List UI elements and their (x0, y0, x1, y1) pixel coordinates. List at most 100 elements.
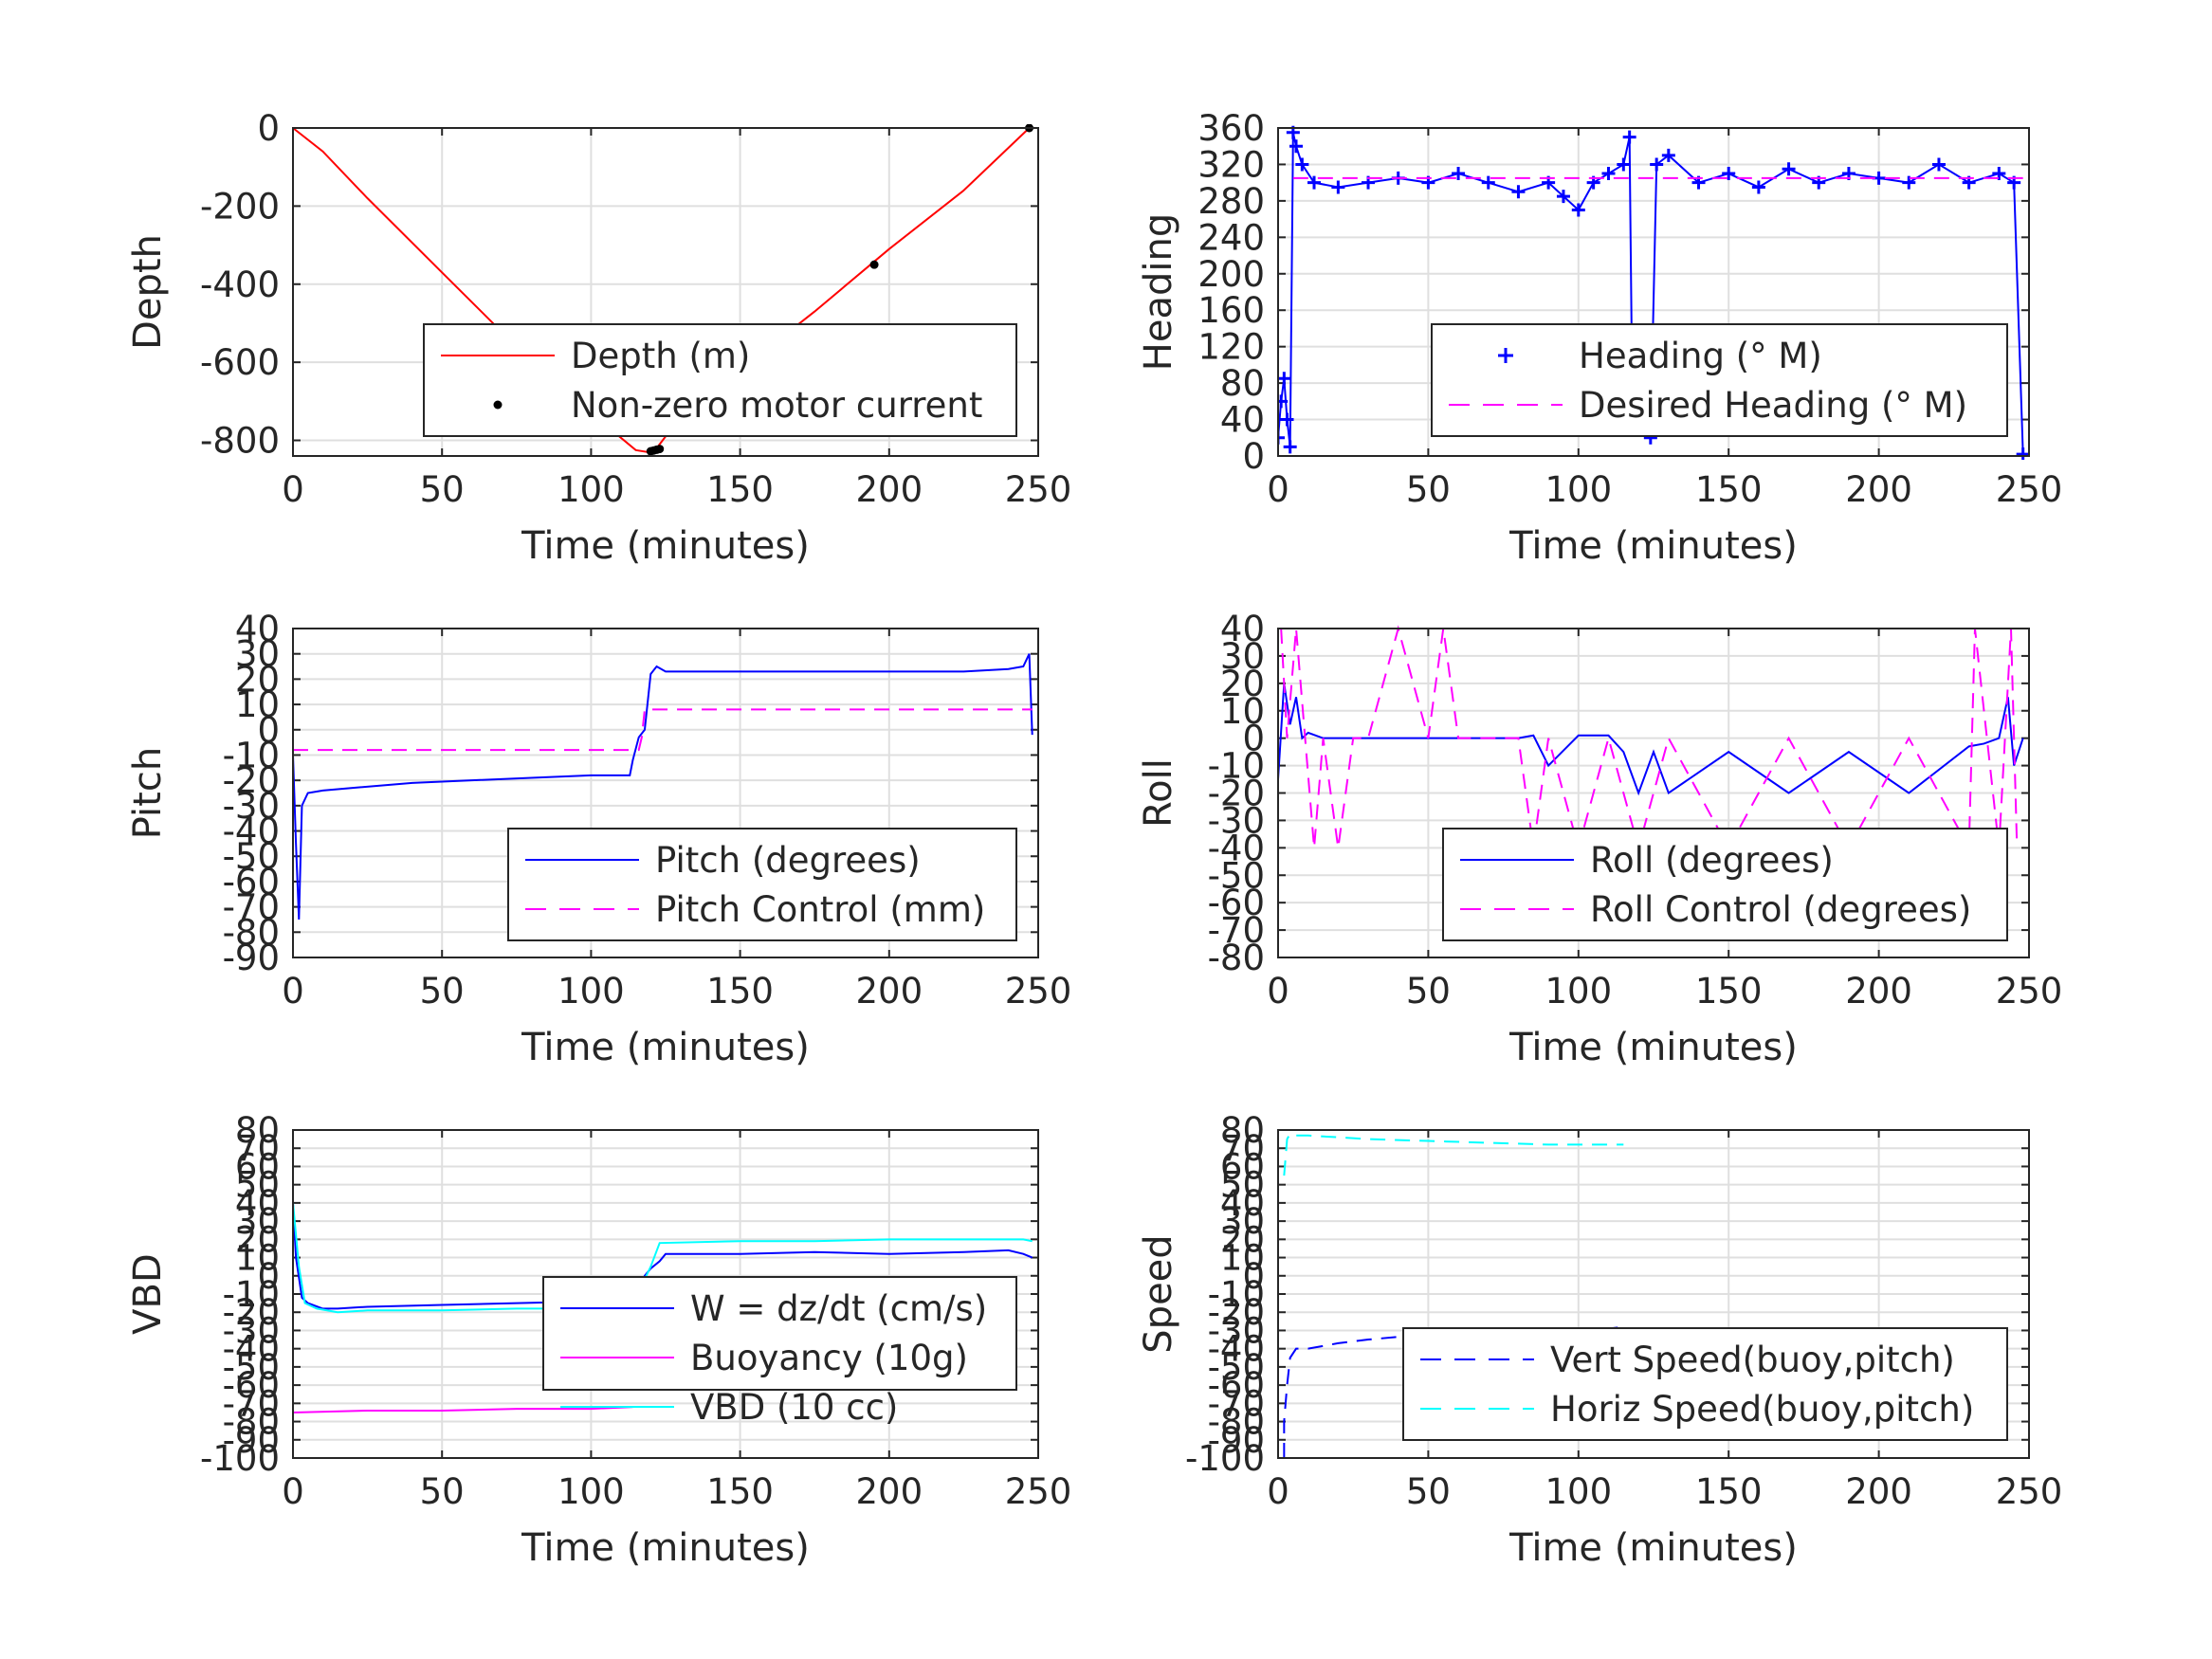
legend: Vert Speed(buoy,pitch) Horiz Speed(buoy,p… (1402, 1327, 2008, 1441)
y-tick-label: -70 (1208, 1383, 1265, 1424)
series-1-marker (1992, 167, 2006, 181)
y-tick-label: -80 (1208, 1402, 1265, 1443)
y-tick-label: 360 (1197, 108, 1265, 149)
y-tick-label: 40 (1220, 609, 1265, 649)
x-tick-label: 50 (420, 1471, 465, 1512)
x-tick-label: 0 (282, 1471, 304, 1512)
legend: Roll (degrees) Roll Control (degrees) (1442, 828, 2008, 941)
y-axis-label: Heading (1137, 213, 1180, 371)
y-tick-label: 40 (1220, 400, 1265, 441)
panel-4: 0 50 100 150 200 250403020100-10-20-30-40-50-… (1137, 609, 2062, 1069)
legend-label: Pitch (degrees) (655, 840, 921, 881)
y-tick-label: 60 (1220, 1146, 1265, 1187)
series-1-marker (1278, 394, 1289, 409)
x-tick-label: 0 (282, 469, 304, 510)
x-axis-label: Time (minutes) (521, 524, 810, 568)
y-tick-label: 200 (1197, 254, 1265, 295)
y-tick-label: 80 (1220, 1110, 1265, 1151)
y-tick-label: -50 (223, 1347, 280, 1388)
series-1-line (293, 653, 1033, 921)
x-tick-label: 100 (558, 971, 625, 1012)
y-tick-label: -90 (223, 1420, 280, 1461)
y-tick-label: -50 (223, 836, 280, 877)
y-axis-label: VBD (126, 1253, 170, 1335)
panel-3: 0 50 100 150 200 250403020100-10-20-30-40-50-… (126, 609, 1071, 1069)
series-1-marker (1452, 167, 1466, 181)
x-axis-label: Time (minutes) (1508, 524, 1798, 568)
legend: Depth (m) Non-zero motor current (423, 323, 1017, 437)
legend-box (1402, 1327, 2008, 1441)
series-1-marker (1511, 185, 1526, 199)
legend-box (507, 828, 1017, 941)
y-tick-label: 50 (1220, 1165, 1265, 1206)
y-tick-label: -10 (1208, 1274, 1265, 1315)
y-tick-label: 20 (235, 1219, 280, 1260)
panel-1: 0 50 100 150 200 250 0 -200 -400 -600 -800 Time (mi… (126, 108, 1071, 568)
y-tick-label: -30 (1208, 1310, 1265, 1351)
x-tick-label: 200 (855, 469, 923, 510)
y-tick-label: -80 (223, 1402, 280, 1443)
x-tick-label: 50 (1406, 1471, 1451, 1512)
x-tick-label: 200 (1845, 1471, 1912, 1512)
y-tick-label: 10 (1220, 1238, 1265, 1279)
series-2-line (293, 1406, 633, 1413)
legend-box (1442, 828, 2008, 941)
series-1-marker (1289, 139, 1304, 154)
x-tick-label: 150 (1695, 1471, 1763, 1512)
x-tick-label: 150 (706, 971, 774, 1012)
y-tick-label: 120 (1197, 327, 1265, 368)
series-1-marker (1295, 157, 1309, 172)
y-tick-label: 240 (1197, 217, 1265, 258)
x-tick-label: 50 (420, 469, 465, 510)
panel-2: 0 50 100 150 200 2500408012016020024028032036… (1137, 108, 2062, 568)
legend-box (1431, 323, 2008, 437)
x-tick-label: 100 (558, 469, 625, 510)
x-tick-label: 0 (282, 971, 304, 1012)
y-tick-label: 70 (1220, 1128, 1265, 1169)
series-group (293, 653, 1033, 921)
y-tick-label: -40 (1208, 828, 1265, 868)
y-tick-label: -20 (1208, 774, 1265, 814)
x-axis-label: Time (minutes) (1508, 1026, 1798, 1069)
series-1-marker (1650, 157, 1664, 172)
series-2-line (293, 708, 1033, 752)
y-tick-label: 40 (1220, 1183, 1265, 1224)
legend-label: Heading (° M) (1579, 336, 1822, 376)
x-tick-label: 250 (1005, 1471, 1072, 1512)
x-tick-label: 100 (1545, 469, 1612, 510)
y-tick-label: -10 (223, 735, 280, 775)
legend-swatch (493, 400, 503, 410)
y-tick-label: 40 (235, 1183, 280, 1224)
y-axis-label: Roll (1137, 758, 1180, 828)
y-tick-label: 60 (235, 1146, 280, 1187)
y-tick-label: 0 (257, 108, 280, 149)
y-tick-label: 10 (235, 1238, 280, 1279)
y-axis-label: Pitch (126, 747, 170, 839)
x-tick-label: 150 (1695, 469, 1763, 510)
legend: Pitch (degrees) Pitch Control (mm) (507, 828, 1017, 941)
x-tick-label: 200 (855, 971, 923, 1012)
y-axis-label: Speed (1137, 1234, 1180, 1353)
y-tick-label: 0 (1242, 719, 1265, 759)
axes-box (292, 628, 1039, 958)
y-tick-label: -50 (1208, 855, 1265, 896)
x-tick-label: 150 (706, 1471, 774, 1512)
y-tick-label: -90 (1208, 1420, 1265, 1461)
series-1-marker (1902, 175, 1916, 190)
x-tick-label: 100 (1545, 971, 1612, 1012)
series-1-marker (1931, 157, 1946, 172)
y-tick-label: -10 (223, 1274, 280, 1315)
series-group (1283, 1132, 1624, 1458)
series-1-marker (1601, 167, 1616, 181)
legend: W = dz/dt (cm/s) Buoyancy (10g) VBD (10 cc… (542, 1276, 1017, 1428)
legend-label: Desired Heading (° M) (1579, 385, 1967, 426)
y-tick-label: -70 (1208, 910, 1265, 951)
legend-label: VBD (10 cc) (690, 1387, 898, 1428)
y-tick-label: 0 (1242, 1256, 1265, 1297)
x-tick-label: 250 (1996, 469, 2063, 510)
y-tick-label: 70 (235, 1128, 280, 1169)
series-1-marker (1278, 430, 1285, 445)
series-1-marker (1331, 180, 1345, 194)
series-1-marker (2016, 447, 2029, 460)
